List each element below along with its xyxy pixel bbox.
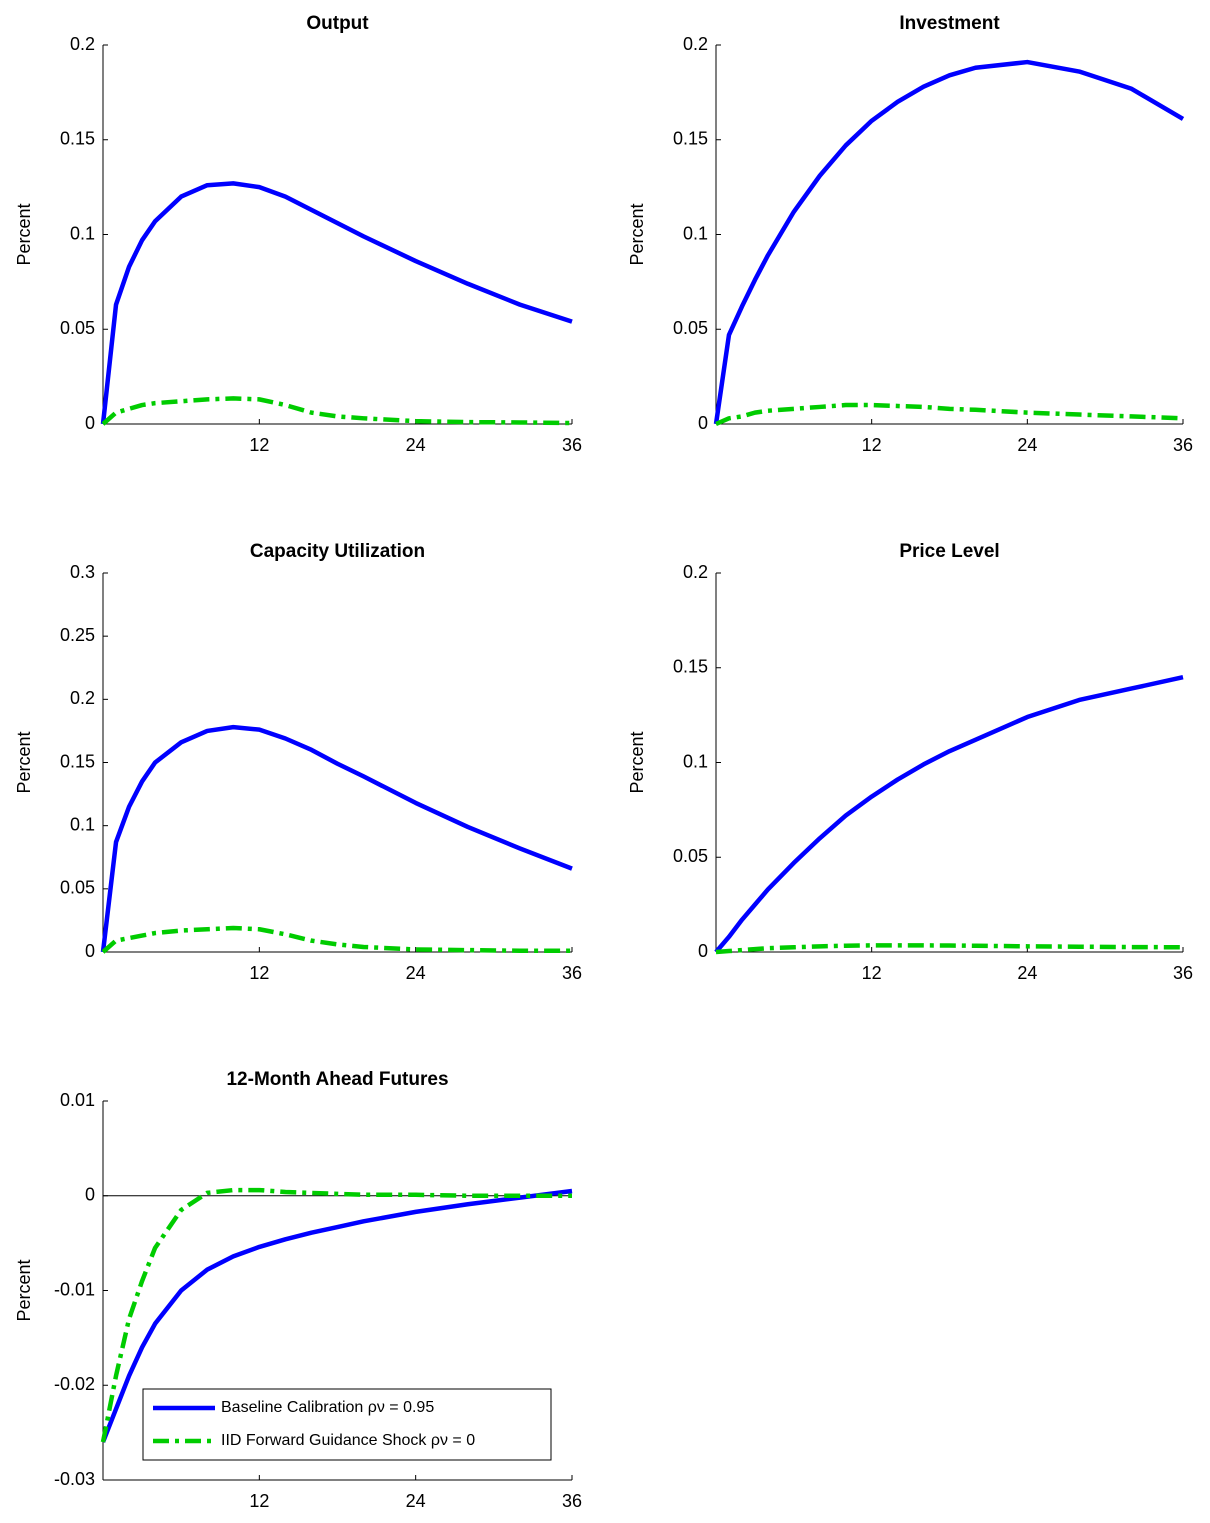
y-tick-label: 0.3 xyxy=(70,562,95,582)
legend-label: Baseline Calibration ρν = 0.95 xyxy=(221,1399,434,1416)
series-line xyxy=(101,396,573,426)
panel: Price Level Percent 0 0.05 0.1 0.15 0.2 12 24 36 xyxy=(627,541,1193,983)
x-tick-label: 12 xyxy=(862,963,882,983)
y-tick-label: 0.15 xyxy=(60,129,95,149)
x-tick-label: 12 xyxy=(862,435,882,455)
x-tick-label: 24 xyxy=(406,1491,426,1511)
x-tick-label: 12 xyxy=(249,963,269,983)
y-tick-label: 0 xyxy=(698,413,708,433)
x-tick-label: 36 xyxy=(1173,963,1193,983)
x-tick-label: 24 xyxy=(406,963,426,983)
legend-box xyxy=(142,1388,552,1461)
y-axis-label: Percent xyxy=(627,731,647,793)
x-tick-label: 12 xyxy=(249,1491,269,1511)
y-tick-label: -0.02 xyxy=(54,1374,95,1394)
chart-title: Price Level xyxy=(899,541,999,562)
y-tick-label: 0.15 xyxy=(60,751,95,771)
series-line xyxy=(100,1188,573,1443)
y-tick-label: 0.2 xyxy=(683,34,708,54)
y-tick-label: 0.2 xyxy=(70,688,95,708)
y-tick-label: 0.15 xyxy=(673,129,708,149)
y-tick-label: 0.2 xyxy=(683,562,708,582)
series-line xyxy=(714,675,1184,954)
y-axis-label: Percent xyxy=(14,1259,34,1321)
chart-title: Output xyxy=(306,13,369,34)
y-tick-label: 0.1 xyxy=(70,814,95,834)
panel: Investment Percent 0 0.05 0.1 0.15 0.2 12 24 36 xyxy=(627,13,1193,455)
series-line xyxy=(713,59,1185,425)
x-tick-label: 36 xyxy=(562,435,582,455)
x-tick-label: 24 xyxy=(406,435,426,455)
y-tick-label: -0.03 xyxy=(54,1469,95,1489)
x-tick-label: 36 xyxy=(562,963,582,983)
x-tick-label: 24 xyxy=(1017,963,1037,983)
series-line xyxy=(101,925,572,954)
y-tick-label: 0.1 xyxy=(683,223,708,243)
y-axis-label: Percent xyxy=(627,203,647,265)
y-tick-label: 0.25 xyxy=(60,625,95,645)
y-tick-label: 0 xyxy=(85,413,95,433)
chart-title: 12-Month Ahead Futures xyxy=(226,1069,448,1090)
panel: 12-Month Ahead Futures Percent -0.03 -0.02 -… xyxy=(14,1069,582,1511)
x-tick-label: 12 xyxy=(249,435,269,455)
y-tick-label: 0.05 xyxy=(60,318,95,338)
y-tick-label: 0 xyxy=(85,1185,95,1205)
y-tick-label: 0.1 xyxy=(683,751,708,771)
y-tick-label: 0.05 xyxy=(673,846,708,866)
y-tick-label: -0.01 xyxy=(54,1279,95,1299)
legend-label: IID Forward Guidance Shock ρν = 0 xyxy=(221,1432,475,1449)
y-tick-label: 0.01 xyxy=(60,1090,95,1110)
series-line xyxy=(715,943,1184,955)
y-tick-label: 0.05 xyxy=(673,318,708,338)
y-axis-label: Percent xyxy=(14,203,34,265)
y-tick-label: 0.1 xyxy=(70,223,95,243)
x-tick-label: 24 xyxy=(1017,435,1037,455)
chart-title: Investment xyxy=(899,13,1000,34)
series-line xyxy=(100,181,573,425)
y-tick-label: 0 xyxy=(85,941,95,961)
x-tick-label: 36 xyxy=(562,1491,582,1511)
y-tick-label: 0 xyxy=(698,941,708,961)
series-line xyxy=(715,402,1184,427)
series-line xyxy=(100,724,573,953)
series-line xyxy=(100,1187,572,1443)
y-tick-label: 0.15 xyxy=(673,657,708,677)
x-tick-label: 36 xyxy=(1173,435,1193,455)
chart-title: Capacity Utilization xyxy=(250,541,425,562)
y-tick-label: 0.2 xyxy=(70,34,95,54)
panel: Capacity Utilization Percent 0 0.05 0.1 0.15 0… xyxy=(14,541,582,983)
panel: Output Percent 0 0.05 0.1 0.15 0.2 12 24 36 xyxy=(14,13,582,455)
y-axis-label: Percent xyxy=(14,731,34,793)
y-tick-label: 0.05 xyxy=(60,878,95,898)
